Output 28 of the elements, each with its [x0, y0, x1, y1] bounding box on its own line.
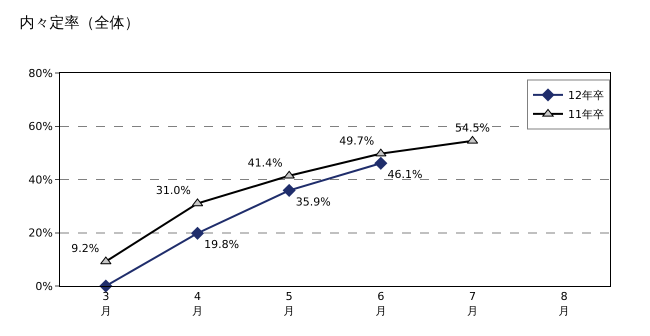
- point: [191, 226, 204, 240]
- x-tick-label: 5 月: [284, 290, 295, 318]
- point: [192, 198, 204, 206]
- data-label: 35.9%: [296, 195, 331, 208]
- x-tick-label: 4 月: [192, 290, 203, 318]
- legend-label: 11年卒: [568, 108, 604, 122]
- data-label: 19.8%: [204, 238, 240, 252]
- point: [466, 136, 478, 144]
- point: [374, 156, 388, 170]
- y-tick-label: 40%: [28, 173, 53, 186]
- x-tick-label: 8 月: [558, 290, 570, 318]
- data-label: 54.5%: [455, 122, 490, 135]
- y-tick-label: 60%: [28, 120, 53, 134]
- y-tick-label: 20%: [28, 226, 53, 240]
- x-tick-label: 6 月: [375, 290, 386, 318]
- x-tick-label: 7 月: [467, 290, 478, 318]
- data-label: 9.2%: [71, 242, 100, 256]
- y-tick-label: 80%: [28, 66, 53, 80]
- data-label: 41.4%: [248, 156, 283, 170]
- y-tick-label: 0%: [35, 280, 53, 293]
- point: [282, 184, 296, 197]
- x-tick-label: 3 月: [100, 290, 112, 318]
- chart-title: 内々定率（全体）: [20, 13, 140, 32]
- data-label: 31.0%: [156, 184, 191, 198]
- data-label: 49.7%: [339, 134, 374, 148]
- data-label: 46.1%: [387, 168, 422, 182]
- legend-label: 12年卒: [568, 89, 604, 102]
- point: [283, 170, 295, 179]
